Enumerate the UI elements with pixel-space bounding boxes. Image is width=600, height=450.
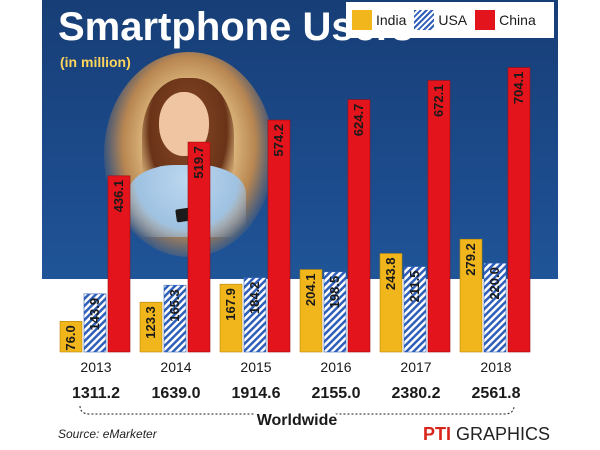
bar-china-2013 — [107, 175, 131, 353]
bar-label-india-2018: 279.2 — [463, 243, 478, 276]
bar-china-2018 — [507, 67, 531, 353]
photo-body — [128, 165, 246, 237]
bar-india-2013 — [59, 320, 83, 353]
chart-subtitle: (in million) — [60, 54, 131, 70]
bar-india-2016 — [299, 269, 323, 353]
bar-label-usa-2017: 211.5 — [407, 271, 422, 303]
legend-item-india: India — [352, 10, 406, 30]
bar-label-china-2018: 704.1 — [511, 72, 526, 105]
bar-label-usa-2013: 143.9 — [87, 298, 102, 331]
worldwide-label: Worldwide — [257, 412, 338, 429]
worldwide-value-2013: 1311.2 — [72, 385, 120, 402]
legend-label-usa: USA — [438, 12, 468, 28]
source-note: Source: eMarketer — [58, 427, 157, 441]
bar-label-usa-2015: 184.2 — [247, 282, 262, 315]
infographic-panel: Smartphone Users (in million) India USA … — [42, 0, 558, 450]
bar-label-india-2014: 123.3 — [143, 306, 158, 339]
worldwide-bracket — [79, 405, 515, 415]
legend-label-india: India — [376, 12, 407, 28]
legend-label-china: China — [499, 12, 536, 28]
bar-india-2014 — [139, 301, 163, 353]
year-label-2018: 2018 — [480, 359, 511, 375]
legend-swatch-china — [475, 10, 496, 30]
bar-label-china-2017: 672.1 — [431, 85, 446, 118]
bar-label-china-2014: 519.7 — [191, 146, 206, 179]
worldwide-value-2015: 1914.6 — [232, 385, 281, 402]
bar-label-china-2015: 574.2 — [271, 124, 286, 157]
bar-label-usa-2014: 165.3 — [167, 289, 182, 322]
year-label-2016: 2016 — [320, 359, 351, 375]
bar-usa-2014 — [163, 284, 187, 353]
bar-india-2018 — [459, 238, 483, 353]
worldwide-value-2017: 2380.2 — [392, 385, 441, 402]
worldwide-value-2016: 2155.0 — [312, 385, 361, 402]
pti-graphics-credit: PTI GRAPHICS — [423, 424, 550, 445]
bar-usa-2017 — [403, 266, 427, 353]
bar-china-2014 — [187, 141, 211, 353]
legend-swatch-india — [352, 10, 372, 30]
year-label-2015: 2015 — [240, 359, 271, 375]
bar-label-china-2013: 436.1 — [111, 180, 126, 213]
bar-chart: 76.0 143.9 436.1 123.3 165.3 519.7 167.9 184.2 5… — [59, 67, 531, 432]
bar-label-india-2017: 243.8 — [383, 258, 398, 291]
graphics-label: GRAPHICS — [455, 424, 550, 444]
bar-label-india-2013: 76.0 — [63, 325, 78, 350]
bar-usa-2016 — [323, 271, 347, 353]
bar-label-usa-2018: 220.0 — [487, 267, 502, 300]
year-label-2014: 2014 — [160, 359, 191, 375]
worldwide-value-2014: 1639.0 — [152, 385, 201, 402]
bar-usa-2015 — [243, 277, 267, 353]
bar-india-2017 — [379, 253, 403, 353]
pti-logo: PTI — [422, 424, 451, 444]
bar-china-2017 — [427, 80, 451, 353]
legend-item-china: China — [475, 10, 536, 30]
legend: India USA China — [346, 2, 554, 38]
bar-label-india-2015: 167.9 — [223, 288, 238, 321]
bar-label-india-2016: 204.1 — [303, 274, 318, 307]
bar-india-2015 — [219, 283, 243, 353]
legend-item-usa: USA — [414, 10, 467, 30]
worldwide-value-2018: 2561.8 — [472, 385, 521, 402]
bar-usa-2013 — [83, 293, 107, 353]
bar-china-2015 — [267, 119, 291, 353]
year-label-2013: 2013 — [80, 359, 111, 375]
bar-label-usa-2016: 198.5 — [327, 276, 342, 309]
bar-usa-2018 — [483, 262, 507, 353]
year-label-2017: 2017 — [400, 359, 431, 375]
legend-swatch-usa — [414, 10, 435, 30]
bar-label-china-2016: 624.7 — [351, 104, 366, 137]
bar-china-2016 — [347, 99, 371, 353]
